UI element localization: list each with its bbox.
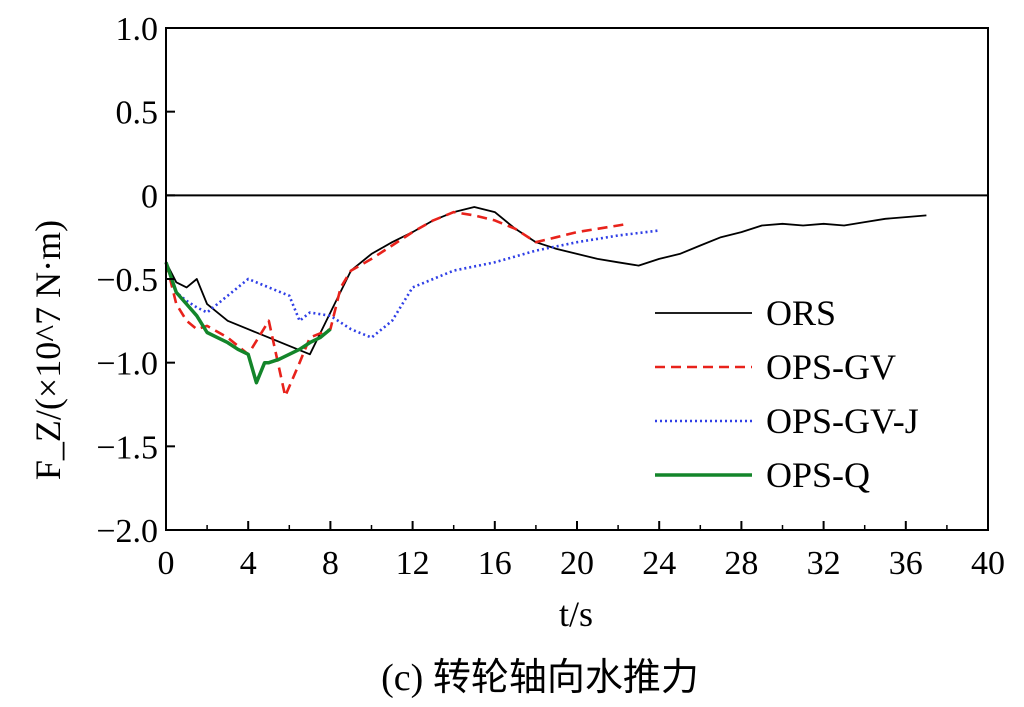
x-axis-label: t/s [559,594,593,634]
x-tick-label: 16 [478,545,512,582]
x-tick-label: 24 [642,545,676,582]
x-tick-label: 20 [560,545,594,582]
y-tick-label: −0.5 [96,262,158,299]
legend: ORS OPS-GV OPS-GV-J OPS-Q [655,293,919,495]
x-tick-label: 4 [240,545,257,582]
legend-label: OPS-Q [766,455,870,495]
x-tick-label: 28 [724,545,758,582]
legend-label: ORS [766,293,836,333]
y-tick-label: −2.0 [96,513,158,550]
y-axis-label: F_Z/(×10^7 N·m) [28,220,68,480]
x-tick-label: 12 [396,545,430,582]
y-tick-label: 0 [141,178,158,215]
series-line-ops-gv-j [164,229,660,339]
x-tick-label: 36 [889,545,923,582]
legend-label: OPS-GV-J [766,401,919,441]
series-line-ops-q [164,261,332,385]
x-tick-label: 32 [807,545,841,582]
x-tick-label: 0 [158,545,175,582]
y-axis-label-text: F_Z/(×10^7 N·m) [28,220,68,480]
y-tick-label: −1.5 [96,429,158,466]
x-tick-label: 40 [971,545,1005,582]
x-tick-label: 8 [322,545,339,582]
figure-caption: (c) 转轮轴向水推力 [381,657,699,699]
y-tick-label: 0.5 [116,95,159,132]
y-tick-label: 1.0 [116,11,159,48]
legend-label: OPS-GV [766,347,896,387]
series-layer [164,206,927,398]
ticks-layer: 0 4 8 12 16 20 24 28 32 36 40 1.0 0.5 0 −0.5 −1.0 −1.5 −2… [96,11,1005,582]
y-tick-label: −1.0 [96,346,158,383]
series-line-ops-gv [164,210,629,398]
